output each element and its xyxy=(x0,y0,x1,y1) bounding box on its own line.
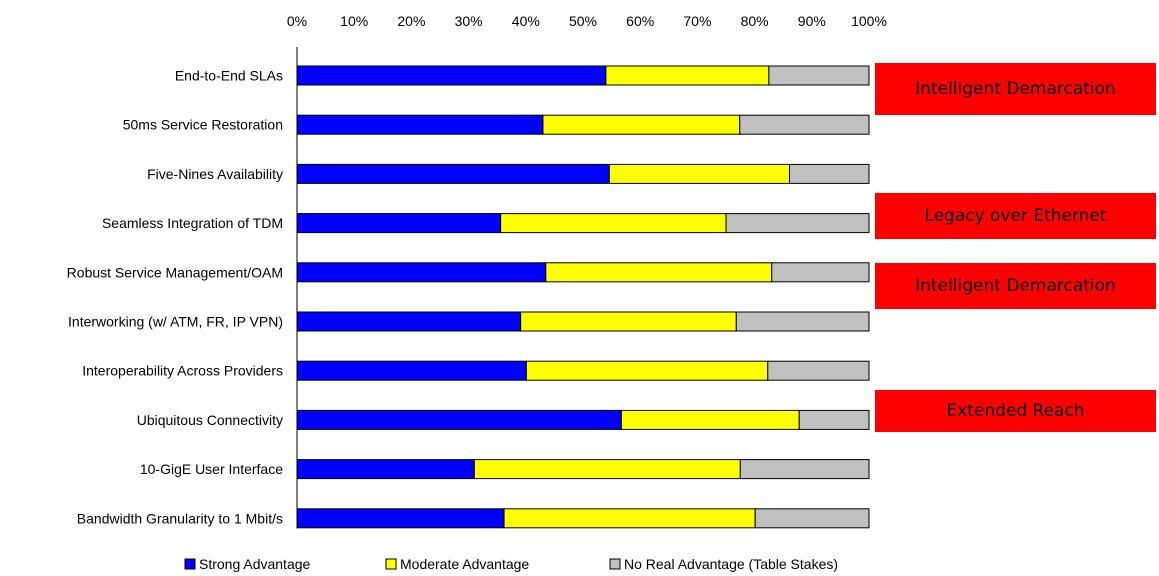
bar-segment-strong xyxy=(296,213,502,234)
bar-segment-strong xyxy=(296,163,610,184)
x-tick-label: 40% xyxy=(512,13,540,29)
category-label: Interoperability Across Providers xyxy=(82,363,283,379)
bar-segment-moderate xyxy=(525,360,769,381)
category-label: Bandwidth Granularity to 1 Mbit/s xyxy=(77,510,283,526)
category-label: 50ms Service Restoration xyxy=(123,117,283,133)
x-tick-label: 90% xyxy=(798,13,826,29)
category-label: Ubiquitous Connectivity xyxy=(137,412,283,428)
legend: Strong Advantage Moderate Advantage No Rea… xyxy=(184,556,838,572)
bar-segment-strong xyxy=(296,360,527,381)
bar-series xyxy=(296,65,870,529)
x-axis-tick-labels: 0% 10% 20% 30% 40% 50% 60% 70% 80% 90% 100% xyxy=(287,13,887,29)
category-label: 10-GigE User Interface xyxy=(140,461,283,477)
bar-segment-moderate xyxy=(545,262,773,283)
callout-legacy-over-ethernet: Legacy over Ethernet xyxy=(875,193,1156,239)
bar-segment-moderate xyxy=(542,114,741,135)
bar-segment-moderate xyxy=(500,213,727,234)
bar-segment-moderate xyxy=(608,163,790,184)
legend-swatch xyxy=(385,558,397,570)
callout-extended-reach: Extended Reach xyxy=(875,390,1156,432)
x-tick-label: 80% xyxy=(741,13,769,29)
x-tick-label: 30% xyxy=(455,13,483,29)
category-label: Seamless Integration of TDM xyxy=(102,215,283,231)
bar-segment-moderate xyxy=(473,459,741,480)
x-tick-label: 100% xyxy=(851,13,887,29)
x-tick-label: 70% xyxy=(683,13,711,29)
bar-segment-no-real xyxy=(771,262,870,283)
legend-label: Strong Advantage xyxy=(199,556,311,572)
category-axis-labels: End-to-End SLAs 50ms Service Restoration F… xyxy=(67,68,284,527)
bar-segment-moderate xyxy=(520,311,737,332)
bar-segment-strong xyxy=(296,409,622,430)
bar-segment-no-real xyxy=(739,114,870,135)
bar-segment-no-real xyxy=(767,360,870,381)
bar-segment-no-real xyxy=(768,65,870,86)
x-tick-label: 10% xyxy=(340,13,368,29)
bar-segment-no-real xyxy=(725,213,870,234)
callout-intelligent-demarcation-2: Intelligent Demarcation xyxy=(875,263,1156,309)
callout-intelligent-demarcation: Intelligent Demarcation xyxy=(875,63,1156,115)
x-tick-label: 20% xyxy=(397,13,425,29)
bar-segment-moderate xyxy=(503,508,756,529)
x-tick-label: 50% xyxy=(569,13,597,29)
bar-segment-moderate xyxy=(620,409,800,430)
bar-segment-strong xyxy=(296,508,505,529)
legend-swatch xyxy=(184,558,196,570)
bar-segment-no-real xyxy=(739,459,870,480)
bar-segment-no-real xyxy=(735,311,870,332)
bar-segment-strong xyxy=(296,262,547,283)
x-tick-label: 60% xyxy=(626,13,654,29)
category-label: Robust Service Management/OAM xyxy=(67,264,283,280)
bar-segment-no-real xyxy=(798,409,870,430)
bar-segment-no-real xyxy=(754,508,870,529)
bar-segment-strong xyxy=(296,459,475,480)
category-label: Five-Nines Availability xyxy=(147,166,283,182)
bar-segment-no-real xyxy=(788,163,870,184)
category-label: End-to-End SLAs xyxy=(175,68,283,84)
x-tick-label: 0% xyxy=(287,13,307,29)
legend-swatch xyxy=(609,558,621,570)
bar-segment-strong xyxy=(296,65,607,86)
legend-label: Moderate Advantage xyxy=(400,556,529,572)
category-label: Interworking (w/ ATM, FR, IP VPN) xyxy=(68,314,283,330)
legend-label: No Real Advantage (Table Stakes) xyxy=(624,556,838,572)
bar-segment-strong xyxy=(296,311,522,332)
bar-segment-moderate xyxy=(605,65,770,86)
bar-segment-strong xyxy=(296,114,544,135)
